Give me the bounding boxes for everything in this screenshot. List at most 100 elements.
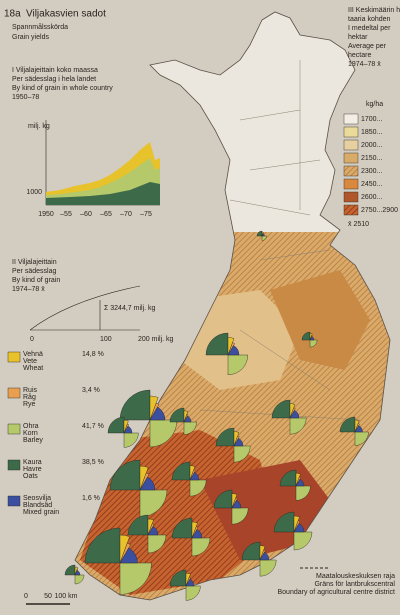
class-swatch bbox=[343, 139, 359, 151]
pie-sector bbox=[171, 461, 191, 481]
pie-sector bbox=[189, 471, 200, 481]
section-text: III Keskimäärin heh- bbox=[348, 7, 400, 14]
pie bbox=[213, 489, 249, 525]
pie bbox=[64, 564, 85, 585]
pie bbox=[273, 511, 313, 551]
section-text: hectare bbox=[348, 52, 371, 59]
pie bbox=[339, 416, 369, 446]
legend-share: 3,4 % bbox=[82, 387, 100, 394]
class-swatch bbox=[343, 204, 359, 216]
pie-sector bbox=[107, 416, 125, 434]
section-text: 1974–78 x̄ bbox=[12, 286, 45, 293]
boundary-label: Boundary of agricultural centre district bbox=[278, 589, 396, 596]
pie bbox=[256, 230, 267, 241]
pie bbox=[271, 399, 307, 435]
pie-sector bbox=[273, 511, 295, 533]
pie-sector bbox=[64, 564, 76, 576]
pie-sector bbox=[231, 499, 242, 509]
subtitle: Grain yields bbox=[12, 34, 49, 41]
section-3: III Keskimäärin heh-taaria kohden I medel… bbox=[343, 7, 400, 228]
pie-sector bbox=[74, 570, 81, 576]
legend-label: Havre bbox=[23, 466, 42, 473]
legend-label: Vehnä bbox=[23, 351, 43, 358]
legend-label: Wheat bbox=[23, 365, 43, 372]
section-text: Per sädesslag i hela landet bbox=[12, 76, 96, 83]
section-text: II Viljalajeittain bbox=[12, 259, 57, 266]
legend-label: Kaura bbox=[23, 459, 42, 466]
pie-sector bbox=[185, 585, 201, 601]
pie-sector bbox=[233, 437, 244, 447]
class-label: 2450... bbox=[361, 181, 382, 188]
legend-share: 41,7 % bbox=[82, 423, 104, 430]
map-title: Viljakasvien sadot bbox=[26, 9, 106, 20]
axis-label: –65 bbox=[100, 211, 112, 218]
section-text: By kind of grain bbox=[12, 277, 60, 284]
pie bbox=[301, 331, 318, 348]
class-swatch bbox=[343, 191, 359, 203]
pie-sector bbox=[339, 416, 356, 433]
pie-sector bbox=[215, 427, 235, 447]
axis-label: 1000 bbox=[26, 189, 42, 196]
pie-sector bbox=[227, 345, 240, 356]
class-swatch bbox=[343, 152, 359, 164]
pie-sector bbox=[301, 331, 311, 341]
legend-share: 38,5 % bbox=[82, 459, 104, 466]
pie-sector bbox=[123, 432, 139, 448]
pie bbox=[205, 332, 249, 376]
class-label: 2150... bbox=[361, 155, 382, 162]
pie bbox=[241, 541, 277, 577]
boundary-label: Gräns för lantbrukscentral bbox=[314, 581, 395, 588]
pie-sector bbox=[119, 547, 138, 564]
class-label: 2300... bbox=[361, 168, 382, 175]
pie-sector bbox=[231, 507, 249, 525]
pie-sector bbox=[309, 336, 315, 341]
legend-label: Blandsäd bbox=[23, 502, 52, 509]
section-text: Per sädesslag bbox=[12, 268, 56, 275]
pie bbox=[279, 469, 311, 501]
section-text: Average per bbox=[348, 43, 387, 50]
map-number: 18a bbox=[4, 9, 21, 20]
pie-sector bbox=[123, 425, 133, 434]
pie-sector bbox=[74, 574, 85, 585]
pie-sector bbox=[295, 485, 311, 501]
pie-sector bbox=[295, 478, 305, 487]
section-text: taaria kohden bbox=[348, 16, 391, 23]
pie-sector bbox=[293, 531, 313, 551]
axis-label: –70 bbox=[120, 211, 132, 218]
pie-sector bbox=[309, 339, 318, 348]
pie-sector bbox=[233, 445, 251, 463]
scale-label: 50 bbox=[44, 593, 52, 600]
legend-label: Mixed grain bbox=[23, 509, 59, 516]
pie-sector bbox=[261, 235, 267, 241]
pie bbox=[171, 517, 211, 557]
class-label: 2000... bbox=[361, 142, 382, 149]
legend-label: Oats bbox=[23, 473, 38, 480]
pie-sector bbox=[191, 529, 203, 539]
pie-sector bbox=[259, 551, 270, 561]
subtitle: Spannmålsskörda bbox=[12, 23, 68, 31]
legend-swatch bbox=[7, 495, 21, 507]
pie-sector bbox=[189, 479, 207, 497]
pie-sector bbox=[259, 559, 277, 577]
pie-sector bbox=[139, 476, 156, 491]
pie bbox=[109, 459, 168, 518]
legend-label: Barley bbox=[23, 437, 43, 444]
section-text: By kind of grain in whole country bbox=[12, 85, 113, 92]
legend-label: Seosvilja bbox=[23, 495, 51, 502]
pie-sector bbox=[213, 489, 233, 509]
axis-label: –75 bbox=[140, 211, 152, 218]
legend-label: Korn bbox=[23, 430, 38, 437]
pie-sector bbox=[84, 527, 121, 564]
class-swatch bbox=[343, 113, 359, 125]
pie bbox=[84, 527, 152, 595]
section-text: hektar bbox=[348, 34, 368, 41]
class-swatch bbox=[343, 126, 359, 138]
section-text: 1974–78 x̄ bbox=[348, 61, 381, 68]
axis-label: 0 bbox=[30, 336, 34, 343]
boundary-label: Maatalouskeskuksen raja bbox=[316, 573, 395, 580]
legend-swatch bbox=[7, 459, 21, 471]
pie-sector bbox=[147, 534, 167, 554]
pie-sector bbox=[279, 469, 297, 487]
axis-label: 200 milj. kg bbox=[138, 336, 174, 343]
class-swatch bbox=[343, 165, 359, 177]
